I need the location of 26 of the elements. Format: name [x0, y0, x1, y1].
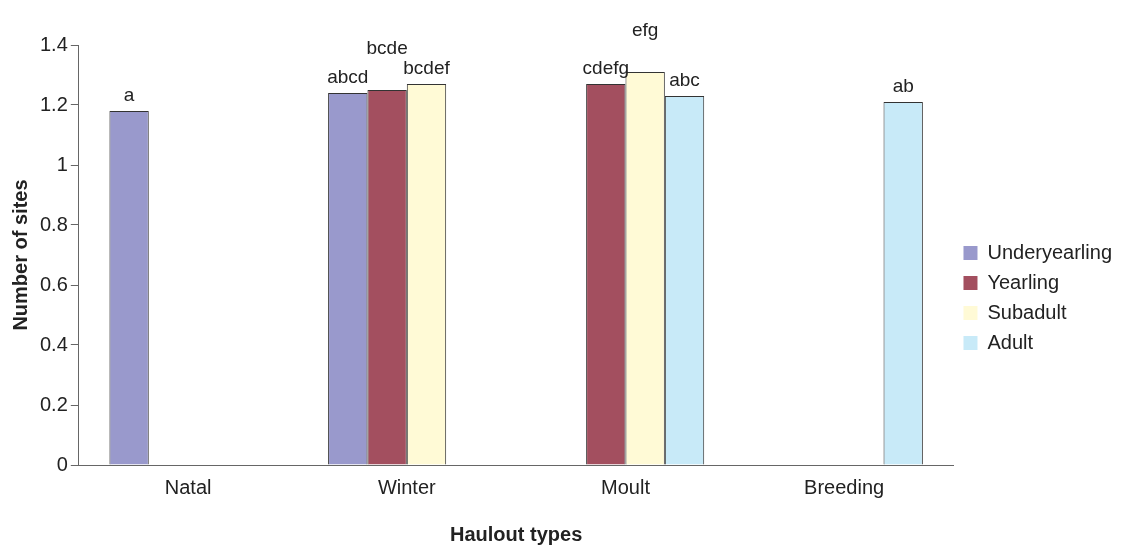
- y-tick-label: 1.4: [39, 32, 68, 55]
- x-tick-label: Natal: [164, 475, 212, 498]
- y-tick-label: 0.4: [39, 332, 68, 355]
- data-label: efg: [631, 18, 659, 40]
- data-label: bcdef: [403, 56, 451, 78]
- legend-label: Underyearling: [987, 240, 1112, 263]
- y-tick-label: 1.2: [39, 92, 68, 115]
- data-label: abcd: [327, 65, 369, 87]
- y-tick-label: 0.6: [39, 272, 68, 295]
- data-label: abc: [669, 68, 700, 90]
- legend-label: Subadult: [987, 300, 1067, 323]
- y-tick-label: 0.2: [39, 392, 68, 415]
- y-tick-label: 1: [56, 152, 68, 175]
- y-tick-label: 0: [56, 452, 68, 475]
- data-label: bcde: [366, 36, 408, 58]
- y-axis-title: Number of sites: [8, 179, 31, 331]
- data-label: ab: [892, 74, 914, 96]
- x-tick-label: Breeding: [804, 475, 885, 498]
- data-label: cdefg: [582, 56, 630, 78]
- legend-label: Adult: [987, 330, 1034, 353]
- data-label: a: [123, 83, 135, 105]
- x-tick-label: Winter: [377, 475, 437, 498]
- x-axis-title: Haulout types: [450, 522, 583, 545]
- x-tick-label: Moult: [601, 475, 651, 498]
- y-tick-label: 0.8: [39, 212, 68, 235]
- legend-label: Yearling: [987, 270, 1060, 293]
